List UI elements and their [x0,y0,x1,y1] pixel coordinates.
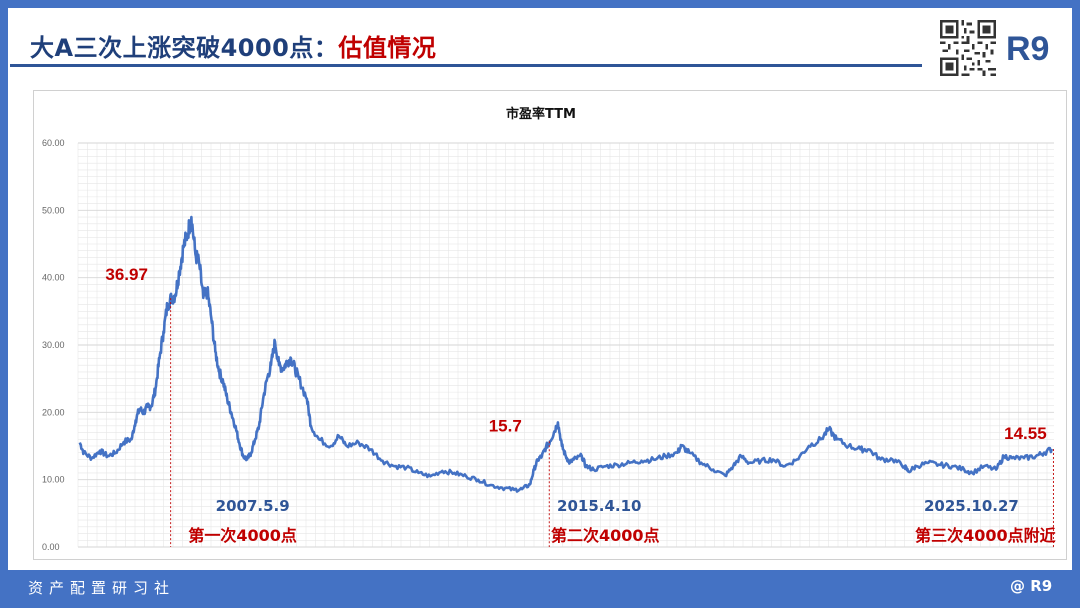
annotation-caption: 第三次4000点附近 [915,526,1056,545]
annotation-date-label: 2025.10.27 [924,497,1019,515]
annotation-date-label: 2007.5.9 [216,497,290,515]
annotation-value-label: 36.97 [105,265,148,284]
annotation-caption: 第二次4000点 [551,526,660,545]
y-tick-label: 40.00 [42,273,65,283]
brand-logo: R9 [1006,30,1050,68]
annotation-value-label: 14.55 [1004,424,1047,443]
page-title: 大A三次上涨突破4000点：估值情况 [30,28,436,63]
annotation-value-label: 15.7 [489,416,522,435]
y-tick-label: 30.00 [42,340,65,350]
pe-series-line [78,215,1054,493]
footer-handle: @ R9 [1010,577,1053,595]
y-tick-label: 60.00 [42,138,65,148]
title-underline [10,64,922,67]
chart-panel: 市盈率TTM 0.00 10.00 20.00 30.00 40.00 50.00 60.00… [33,90,1067,560]
slide: 大A三次上涨突破4000点：估值情况 R9 市盈率TTM 0.00 10.00 20.… [8,8,1072,570]
y-tick-label: 20.00 [42,407,65,417]
chart-title: 市盈率TTM [506,106,576,122]
y-tick-label: 0.00 [42,542,60,552]
page-title-accent: 估值情况 [338,34,437,62]
pe-ttm-chart: 市盈率TTM 0.00 10.00 20.00 30.00 40.00 50.00 60.00… [42,106,1056,552]
footer-org-name: 资产配置研习社 [28,579,176,597]
y-tick-label: 50.00 [42,205,65,215]
annotation-caption: 第一次4000点 [188,526,297,545]
page-title-main: 大A三次上涨突破4000点： [30,34,339,62]
qr-code-icon [940,20,996,76]
y-tick-label: 10.00 [42,475,65,485]
annotation-date-label: 2015.4.10 [557,497,641,515]
